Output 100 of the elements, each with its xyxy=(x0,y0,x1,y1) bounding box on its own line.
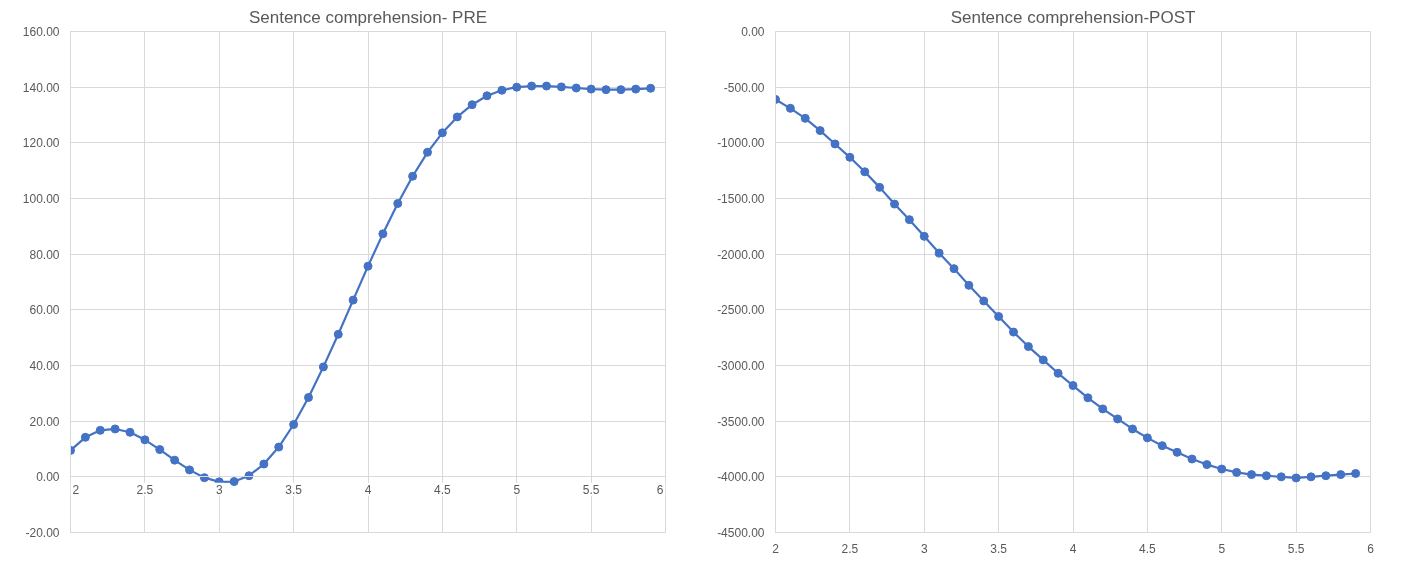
x-tick-label: 3.5 xyxy=(990,541,1008,556)
y-tick-label: 120.00 xyxy=(22,136,60,151)
point xyxy=(556,82,566,92)
point xyxy=(1276,472,1286,482)
point xyxy=(259,459,269,469)
point xyxy=(1068,381,1078,391)
point xyxy=(1336,470,1346,480)
point xyxy=(393,199,403,208)
y-tick-label: -2500.00 xyxy=(717,303,765,318)
point xyxy=(845,152,855,162)
point xyxy=(348,295,358,305)
x-tick-label: 6 xyxy=(1367,541,1375,556)
point xyxy=(586,84,596,94)
point xyxy=(482,91,492,101)
y-tick-label: 60.00 xyxy=(29,303,60,318)
point xyxy=(318,362,328,372)
point xyxy=(378,229,388,239)
point xyxy=(860,167,870,177)
point xyxy=(452,112,462,122)
y-tick-label: 140.00 xyxy=(22,80,60,95)
point xyxy=(274,442,284,452)
point xyxy=(1083,393,1093,403)
point xyxy=(934,248,944,258)
point xyxy=(437,128,447,138)
x-tick-label: 3.5 xyxy=(285,482,303,497)
point xyxy=(1321,471,1331,481)
point xyxy=(919,231,929,241)
point xyxy=(408,171,418,181)
x-tick-label: 3 xyxy=(215,482,223,497)
point xyxy=(125,427,135,437)
x-tick-label: 2 xyxy=(72,482,80,497)
chart-title: Sentence comprehension- PRE xyxy=(248,7,488,27)
x-tick-label: 2 xyxy=(772,541,780,556)
point xyxy=(140,435,150,445)
point xyxy=(110,424,120,434)
point xyxy=(1023,342,1033,352)
point xyxy=(244,471,254,481)
point xyxy=(1053,368,1063,378)
x-tick-label: 4 xyxy=(1069,541,1077,556)
point xyxy=(512,82,522,92)
x-tick-label: 4 xyxy=(364,482,372,497)
x-tick-label: 2.5 xyxy=(136,482,154,497)
point xyxy=(199,473,209,483)
point xyxy=(333,329,343,339)
point xyxy=(1009,327,1018,337)
y-tick-label: 80.00 xyxy=(29,247,60,262)
y-tick-label: 100.00 xyxy=(22,192,60,206)
point xyxy=(497,85,507,95)
point xyxy=(1038,355,1048,365)
point xyxy=(1128,424,1137,434)
y-tick-label: 40.00 xyxy=(29,359,60,373)
x-tick-label: 2.5 xyxy=(841,541,859,556)
y-tick-label: -20.00 xyxy=(25,526,60,540)
point xyxy=(1351,469,1361,478)
point xyxy=(875,182,885,192)
x-tick-label: 5.5 xyxy=(1287,541,1305,556)
x-tick-label: 5.5 xyxy=(582,482,600,497)
point xyxy=(1157,441,1167,451)
point xyxy=(979,296,989,306)
point xyxy=(1172,447,1182,457)
point xyxy=(964,280,974,290)
point xyxy=(601,85,611,95)
point xyxy=(830,139,840,149)
point xyxy=(229,477,239,487)
point xyxy=(1217,464,1227,474)
point xyxy=(185,465,194,475)
point xyxy=(890,199,899,209)
point xyxy=(1142,433,1152,443)
y-tick-label: -4500.00 xyxy=(717,526,765,540)
point xyxy=(800,113,810,123)
point xyxy=(304,393,313,402)
y-tick-label: 160.00 xyxy=(22,25,60,39)
chart-title: Sentence comprehension-POST xyxy=(950,7,1196,27)
point xyxy=(467,100,477,110)
y-tick-label: 0.00 xyxy=(36,470,60,485)
point xyxy=(363,261,373,271)
point xyxy=(1187,454,1197,464)
point xyxy=(1232,467,1242,477)
point xyxy=(785,103,795,113)
point xyxy=(994,312,1004,322)
y-tick-label: -4000.00 xyxy=(717,470,765,485)
x-tick-label: 6 xyxy=(656,482,664,497)
y-tick-label: 20.00 xyxy=(29,414,60,429)
point xyxy=(646,83,656,93)
point xyxy=(170,455,180,465)
y-tick-label: -2000.00 xyxy=(717,247,765,262)
point xyxy=(542,81,551,91)
y-tick-label: -1000.00 xyxy=(717,136,765,151)
point xyxy=(155,445,165,455)
point xyxy=(1261,471,1271,481)
point xyxy=(949,264,959,274)
y-tick-label: -3000.00 xyxy=(717,359,765,373)
point xyxy=(1306,472,1316,482)
x-tick-label: 4.5 xyxy=(1139,541,1157,556)
point xyxy=(1291,473,1301,483)
point xyxy=(1113,414,1123,424)
x-tick-label: 5 xyxy=(1218,541,1226,556)
point xyxy=(616,85,626,95)
point xyxy=(1247,470,1256,480)
point xyxy=(1098,404,1108,414)
